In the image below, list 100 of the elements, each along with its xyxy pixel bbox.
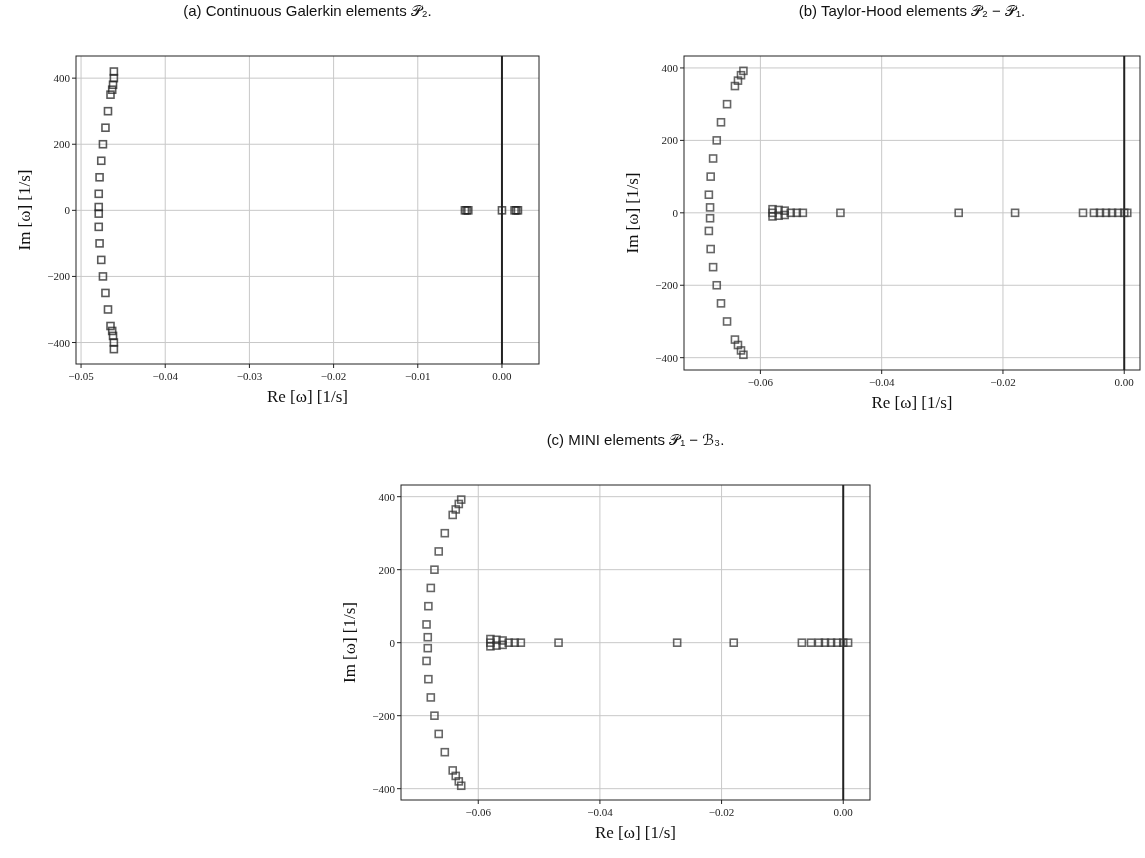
point	[106, 90, 115, 99]
point	[440, 528, 450, 538]
point	[733, 340, 743, 350]
point	[108, 331, 118, 341]
point	[492, 641, 501, 650]
y-tick-label: 200	[53, 138, 71, 151]
point	[814, 638, 824, 647]
y-tick-label: −200	[47, 270, 71, 283]
point	[94, 202, 104, 212]
point	[739, 350, 748, 360]
point	[730, 81, 740, 91]
point	[103, 305, 113, 314]
point	[797, 638, 807, 647]
point	[456, 495, 466, 504]
point	[792, 208, 802, 218]
point	[768, 212, 777, 221]
point	[1095, 208, 1105, 218]
x-axis-title: Re [ω] [1/s]	[594, 823, 677, 842]
point	[451, 505, 461, 514]
point	[109, 73, 119, 83]
point	[96, 156, 106, 166]
point	[733, 76, 743, 85]
point	[95, 239, 104, 248]
point	[424, 601, 433, 611]
chart-title: (b) Taylor-Hood elements 𝒫₂ − 𝒫₁.	[798, 2, 1026, 19]
x-tick-label: −0.02	[708, 806, 735, 818]
point	[423, 632, 433, 642]
point	[739, 66, 748, 76]
x-tick-label: −0.04	[868, 376, 895, 388]
chart-title: (a) Continuous Galerkin elements 𝒫₂.	[183, 2, 432, 19]
point	[806, 638, 816, 647]
point	[730, 335, 740, 344]
point	[798, 208, 808, 218]
point	[704, 226, 714, 236]
y-tick-label: 0	[64, 204, 71, 217]
point	[107, 85, 117, 95]
y-tick-label: 400	[53, 72, 71, 85]
point	[729, 638, 739, 647]
point	[780, 210, 789, 220]
point	[706, 244, 715, 254]
x-tick-label: −0.02	[990, 376, 1016, 388]
y-tick-label: 400	[661, 61, 679, 74]
point	[94, 189, 104, 199]
point	[422, 656, 431, 666]
point	[423, 643, 433, 653]
point	[672, 638, 682, 647]
point	[722, 99, 732, 109]
point	[820, 638, 830, 647]
y-axis-title: Im [ω] [1/s]	[623, 172, 642, 254]
point	[1101, 208, 1111, 218]
point	[706, 172, 715, 181]
x-tick-label: −0.04	[587, 806, 614, 818]
point	[107, 326, 117, 336]
point	[826, 638, 836, 647]
point	[843, 638, 853, 647]
point	[704, 190, 714, 200]
point	[736, 70, 746, 80]
point	[95, 172, 104, 182]
y-tick-label: 0	[389, 636, 396, 649]
point	[1078, 208, 1088, 218]
point	[504, 638, 513, 647]
x-axis-title: Re [ω] [1/s]	[266, 387, 349, 406]
point	[786, 208, 796, 218]
y-tick-label: −200	[372, 709, 396, 722]
point	[716, 299, 726, 308]
point	[1089, 208, 1099, 218]
point	[780, 206, 789, 215]
point	[109, 344, 119, 354]
point	[426, 583, 436, 593]
x-tick-label: 0.00	[492, 370, 513, 382]
y-tick-label: −400	[47, 336, 71, 349]
y-tick-label: 400	[378, 490, 396, 503]
point	[96, 255, 106, 265]
point	[434, 547, 444, 556]
point	[98, 272, 108, 281]
point	[712, 136, 722, 145]
point	[498, 640, 507, 650]
chart-title: (c) MINI elements 𝒫₁ − ℬ₃.	[546, 431, 725, 448]
point	[492, 635, 501, 645]
point	[708, 262, 718, 272]
point	[774, 205, 783, 215]
point	[422, 620, 431, 629]
x-tick-label: −0.06	[465, 806, 492, 818]
point	[430, 711, 439, 720]
point	[98, 139, 108, 149]
y-axis-title: Im [ω] [1/s]	[15, 169, 34, 251]
point	[456, 781, 466, 791]
point	[451, 771, 461, 781]
point	[768, 208, 777, 218]
point	[1010, 208, 1020, 218]
y-axis-title: Im [ω] [1/s]	[340, 601, 359, 684]
point	[510, 638, 520, 647]
y-tick-label: 200	[378, 563, 396, 576]
point	[498, 636, 507, 645]
point	[722, 317, 732, 326]
point	[448, 766, 458, 775]
x-tick-label: −0.04	[152, 370, 179, 382]
point	[736, 346, 746, 355]
y-tick-label: 200	[661, 134, 679, 147]
x-tick-label: 0.00	[833, 806, 854, 818]
